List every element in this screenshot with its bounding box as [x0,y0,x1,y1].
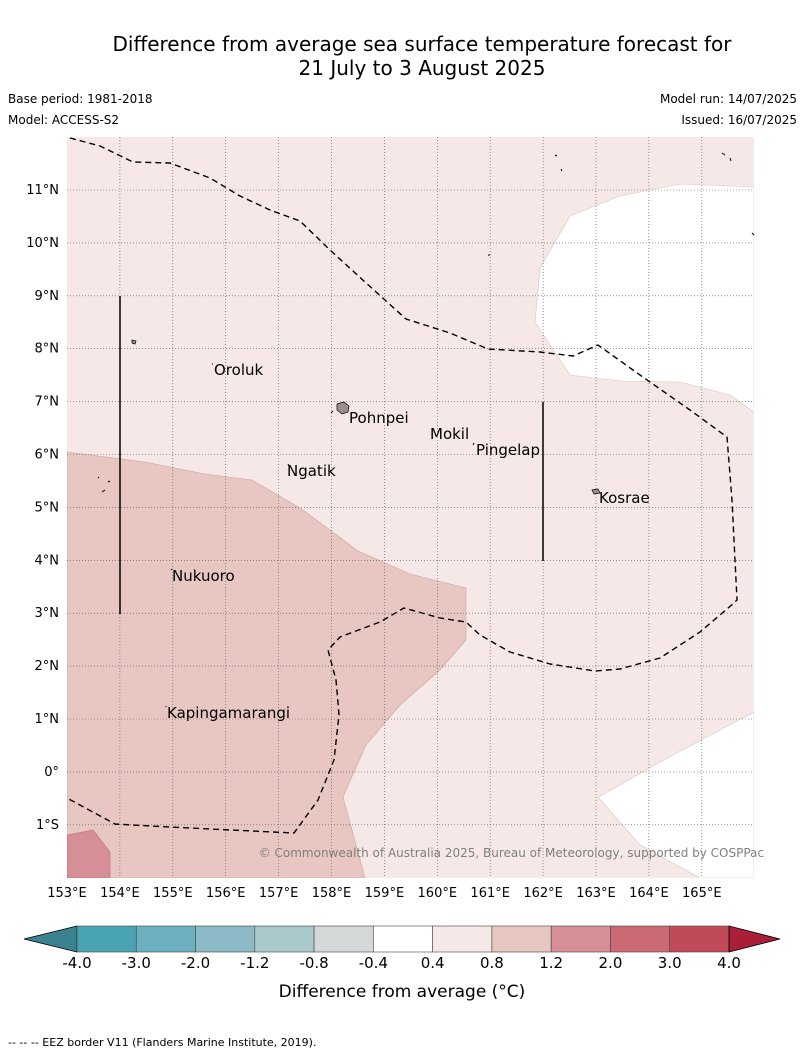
lon-tick-label: 156°E [206,886,246,901]
map-area [67,137,754,878]
colorbar-tick: -0.8 [299,954,328,972]
colorbar-tick: 4.0 [717,954,741,972]
colorbar-swatch [373,925,433,953]
colorbar-tick: 1.2 [539,954,563,972]
lon-tick-label: 162°E [523,886,563,901]
colorbar-swatch [76,925,137,953]
place-label-pohnpei: Pohnpei [349,409,409,427]
colorbar-swatch [669,925,730,953]
place-label-kosrae: Kosrae [599,489,650,507]
longitude-labels: 153°E 154°E 155°E 156°E 157°E 158°E 159°E 160°E… [47,886,721,901]
latitude-labels: 11°N 10°N 9°N 8°N 7°N 6°N 5°N 4°N 3°N 2°N 1°N 0° 1°S [26,183,59,833]
colorbar-tick-labels: -4.0 -3.0 -2.0 -1.2 -0.8 -0.4 0.4 0.8 1.2 2.0 3.0 4… [62,954,741,972]
colorbar-swatch [135,925,196,953]
anomaly-band-0.8-1.2 [67,451,467,878]
anomaly-band-1.2-2.0 [67,829,111,878]
colorbar-tick: -1.2 [240,954,269,972]
model-run: Model run: 14/07/2025 [659,92,797,106]
pohnpei-island [336,401,350,415]
colorbar-tick: -4.0 [62,954,91,972]
lon-tick-label: 163°E [576,886,616,901]
copyright-notice: © Commonwealth of Australia 2025, Bureau… [259,846,764,860]
lat-tick-label: 8°N [35,342,60,357]
place-label-kapingamarangi: Kapingamarangi [167,704,290,722]
lat-tick-label: 1°N [35,712,60,727]
lon-tick-label: 155°E [153,886,193,901]
lat-tick-label: 9°N [35,289,60,304]
issued-date: Issued: 16/07/2025 [681,113,797,127]
lat-tick-label: 4°N [35,553,60,568]
small-atolls [97,152,755,707]
lon-tick-label: 158°E [312,886,352,901]
lon-tick-label: 164°E [629,886,669,901]
lat-tick-label: 0° [44,765,59,780]
lon-tick-label: 154°E [100,886,140,901]
lat-tick-label: 7°N [35,395,60,410]
graticule [67,137,754,878]
colorbar-tick: 0.8 [480,954,504,972]
colorbar-swatch [195,925,256,953]
place-label-pingelap: Pingelap [476,441,540,459]
colorbar-swatch [491,925,552,953]
colorbar-tick: 0.4 [421,954,445,972]
chart-title: Difference from average sea surface temp… [40,32,804,80]
lon-tick-label: 160°E [418,886,458,901]
place-label-nukuoro: Nukuoro [172,567,235,585]
colorbar-tick: -3.0 [122,954,151,972]
lat-tick-label: 11°N [26,183,59,198]
base-period: Base period: 1981-2018 [8,92,153,106]
colorbar-swatch [432,925,493,953]
lon-tick-label: 161°E [470,886,510,901]
colorbar-under-triangle [23,925,78,953]
colorbar-swatch [550,925,611,953]
lon-tick-label: 153°E [47,886,87,901]
colorbar-tick: 3.0 [658,954,682,972]
islands [97,152,755,707]
colorbar-swatch [254,925,315,953]
model-name: Model: ACCESS-S2 [8,113,120,127]
colorbar-label: Difference from average (°C) [279,982,526,1002]
colorbar-over-triangle [728,925,781,953]
colorbar-tick: 2.0 [599,954,623,972]
colorbar-tick: -2.0 [181,954,210,972]
colorbar [23,925,781,953]
title-line-2: 21 July to 3 August 2025 [298,56,546,80]
lat-tick-label: 10°N [26,236,59,251]
colorbar-swatch [610,925,671,953]
lat-tick-label: 1°S [36,818,59,833]
eez-border-line [67,137,738,834]
lat-tick-label: 6°N [35,448,60,463]
place-label-mokil: Mokil [430,425,469,443]
place-labels: Oroluk Pohnpei Mokil Pingelap Ngatik Kos… [167,361,650,722]
lat-tick-label: 3°N [35,606,60,621]
place-label-ngatik: Ngatik [287,462,336,480]
lat-tick-label: 5°N [35,500,60,515]
lon-tick-label: 159°E [365,886,405,901]
anomaly-band-near-average-north [534,183,754,413]
place-label-oroluk: Oroluk [214,361,263,379]
kosrae-island [591,488,601,495]
eez-borders [67,137,738,834]
lat-tick-label: 2°N [35,659,60,674]
colorbar-swatch [313,925,374,953]
island-shape [131,339,137,345]
colorbar-tick: -0.4 [359,954,388,972]
title-line-1: Difference from average sea surface temp… [112,32,732,56]
anomaly-band-near-average-south [597,711,754,878]
eez-legend-note: -- -- -- EEZ border V11 (Flanders Marine… [8,1036,317,1049]
lon-tick-label: 157°E [259,886,299,901]
lon-tick-label: 165°E [682,886,722,901]
